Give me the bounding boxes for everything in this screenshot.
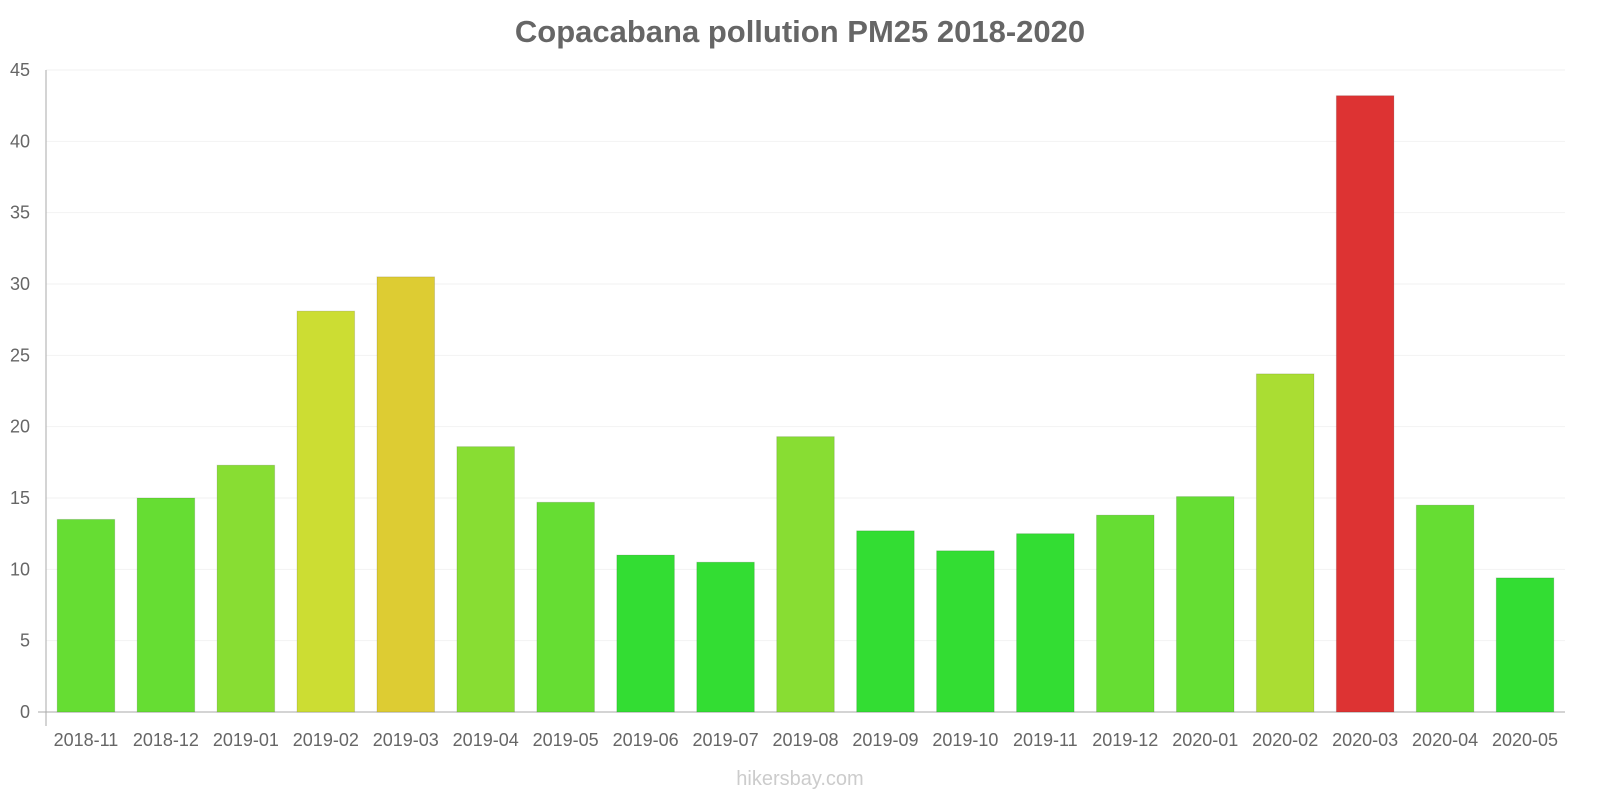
- x-tick-label: 2020-05: [1492, 730, 1558, 750]
- bar-2019-01: [216, 464, 276, 713]
- x-tick-label: 2020-02: [1252, 730, 1318, 750]
- bar-2018-11: [56, 518, 116, 713]
- x-tick-label: 2019-08: [772, 730, 838, 750]
- x-tick-label: 2019-01: [213, 730, 279, 750]
- bar-2019-10: [936, 550, 995, 713]
- bar-2019-12: [1096, 514, 1155, 713]
- bar-2019-04: [456, 446, 515, 713]
- chart-title: Copacabana pollution PM25 2018-2020: [514, 14, 1086, 49]
- x-tick-label: 2019-07: [693, 730, 759, 750]
- bar-2019-11: [1016, 533, 1075, 713]
- x-tick-label: 2020-01: [1172, 730, 1238, 750]
- x-tick-label: 2019-03: [373, 730, 439, 750]
- bar-2019-02: [296, 310, 356, 713]
- x-tick-label: 2019-05: [533, 730, 599, 750]
- watermark-text: hikersbay.com: [736, 768, 864, 790]
- bar-2020-05: [1495, 577, 1555, 713]
- y-tick-label: 40: [10, 131, 30, 151]
- bars: [56, 95, 1555, 713]
- x-tick-label: 2019-06: [613, 730, 679, 750]
- x-tick-label: 2020-03: [1332, 730, 1398, 750]
- x-tick-labels: 2018-11 2018-12 2019-01 2019-02 2019-03 2019-…: [54, 730, 1558, 750]
- y-tick-label: 30: [10, 274, 30, 294]
- x-tick-label: 2019-04: [453, 730, 519, 750]
- y-tick-label: 25: [10, 345, 30, 365]
- x-tick-label: 2018-12: [133, 730, 199, 750]
- bar-2020-04: [1415, 504, 1475, 713]
- y-tick-label: 5: [20, 631, 30, 651]
- bar-2020-02: [1255, 373, 1315, 713]
- x-tick-label: 2019-12: [1092, 730, 1158, 750]
- x-tick-label: 2020-04: [1412, 730, 1478, 750]
- y-tick-label: 10: [10, 559, 30, 579]
- bar-2020-01: [1175, 496, 1235, 713]
- y-tick-label: 20: [10, 417, 30, 437]
- y-tick-label: 35: [10, 203, 30, 223]
- bar-2018-12: [136, 497, 196, 713]
- y-tick-labels: 0 5 10 15 20 25 30 35 40 45: [10, 60, 30, 722]
- bar-2019-05: [536, 501, 595, 713]
- bar-2019-09: [856, 530, 915, 713]
- x-tick-label: 2019-09: [852, 730, 918, 750]
- y-tick-label: 0: [20, 702, 30, 722]
- bar-2019-03: [376, 276, 436, 713]
- y-tick-label: 45: [10, 60, 30, 80]
- bar-2019-06: [616, 554, 675, 713]
- y-tick-label: 15: [10, 488, 30, 508]
- x-tick-label: 2018-11: [54, 730, 119, 750]
- bar-2019-08: [776, 436, 835, 713]
- x-tick-label: 2019-02: [293, 730, 359, 750]
- bar-2019-07: [696, 561, 755, 713]
- bar-2020-03: [1335, 95, 1395, 713]
- x-tick-label: 2019-11: [1013, 730, 1078, 750]
- x-tick-label: 2019-10: [932, 730, 998, 750]
